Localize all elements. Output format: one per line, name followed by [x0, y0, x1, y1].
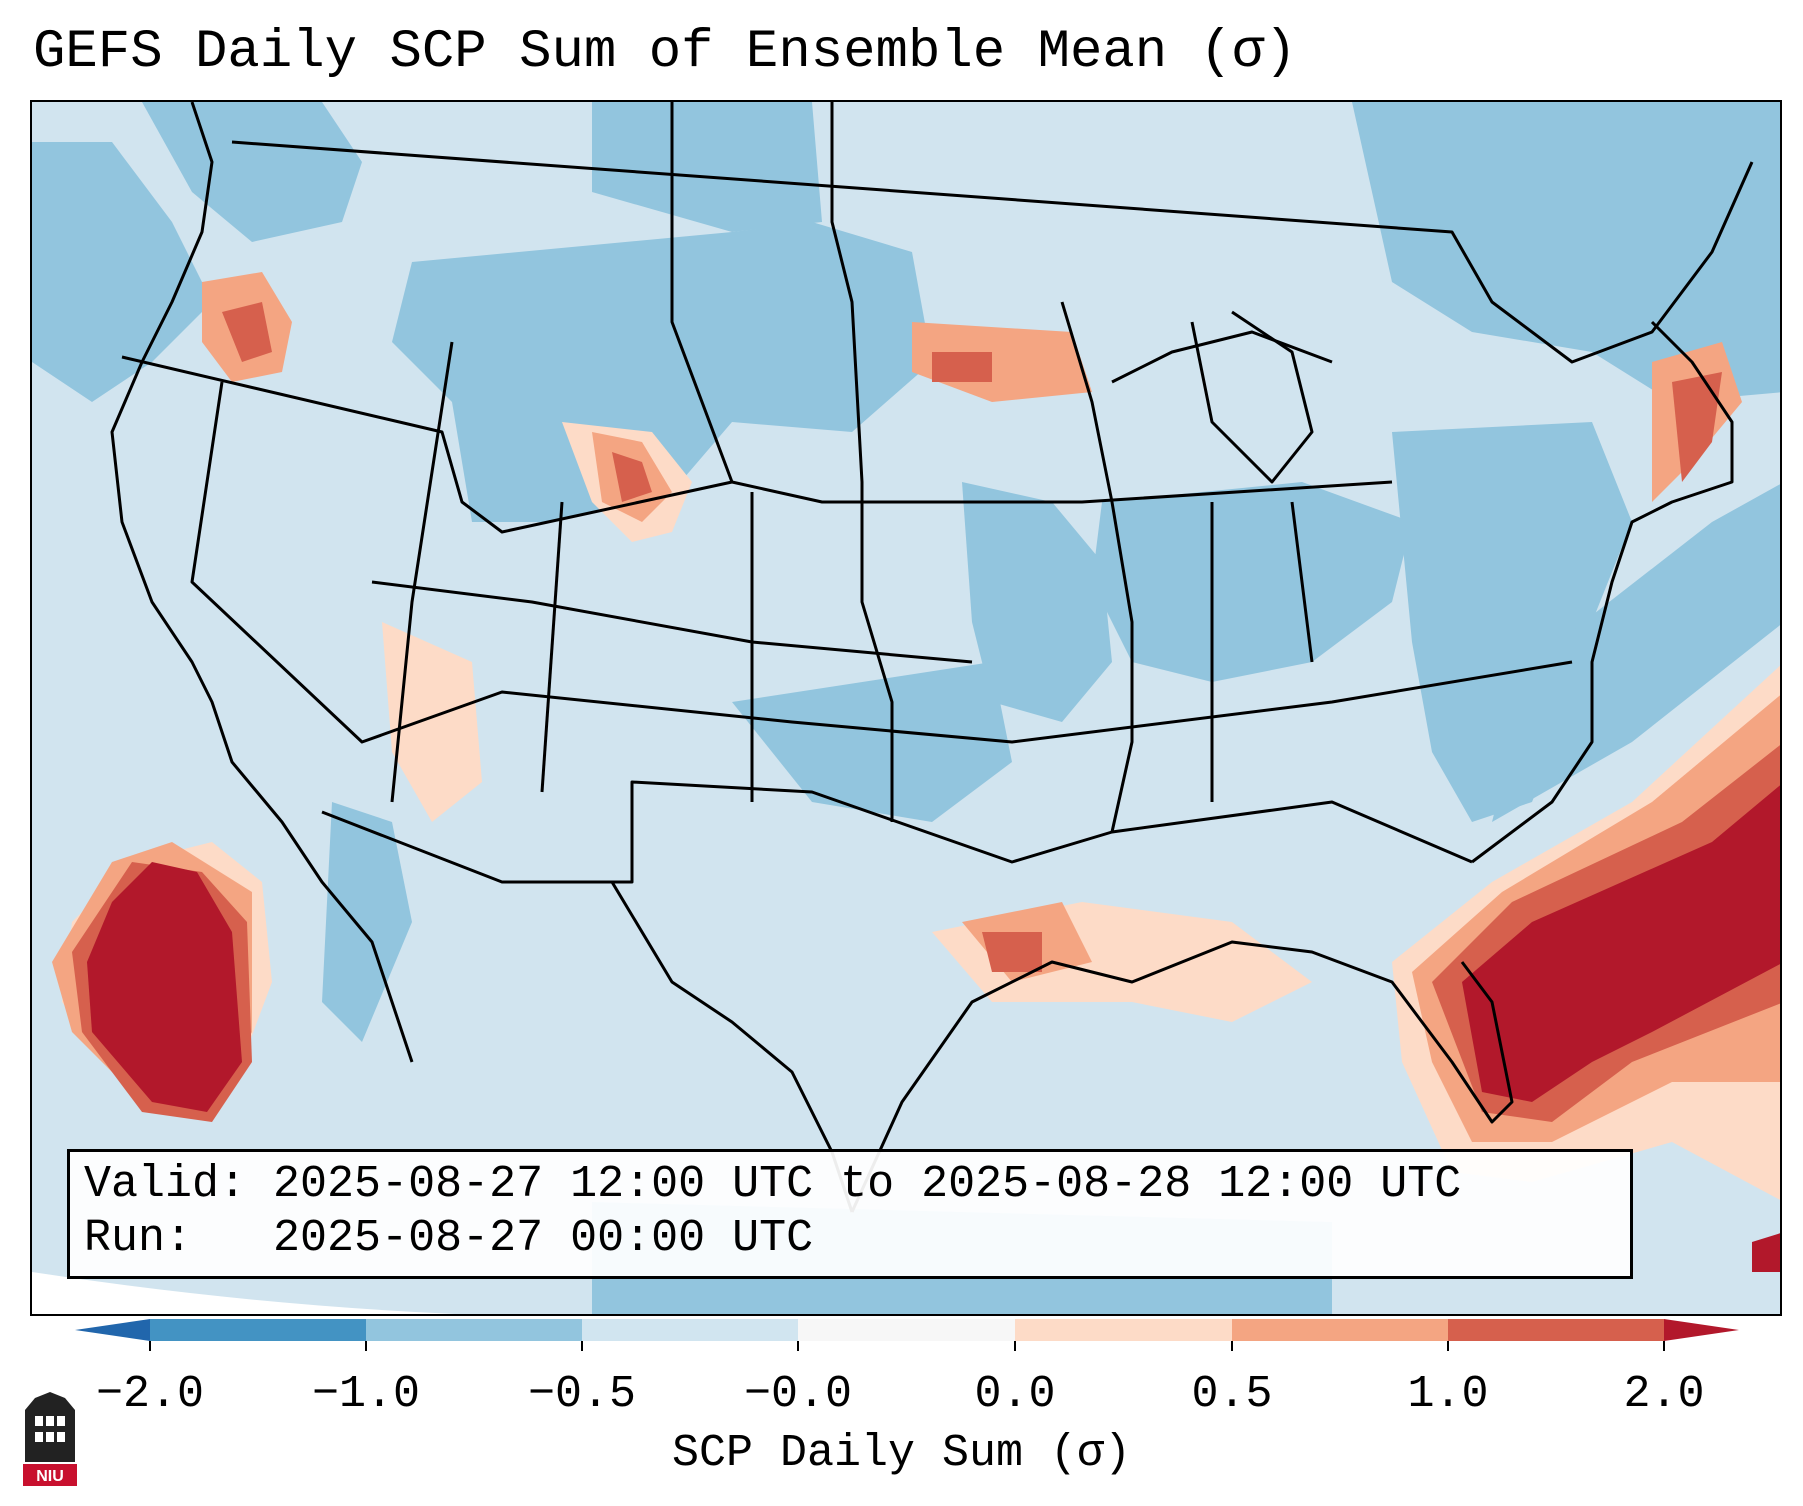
colorbar-label: SCP Daily Sum (σ)	[671, 1428, 1132, 1479]
colorbar-tick-label: −0.5	[528, 1369, 636, 1420]
state-line-11	[540, 501, 564, 793]
colorbar-bin	[1015, 1319, 1232, 1341]
state-line-4	[321, 780, 1473, 884]
ohio-valley-negative	[1092, 482, 1412, 682]
state-line-2	[190, 381, 1573, 744]
state-line-10	[390, 341, 454, 803]
page-title: GEFS Daily SCP Sum of Ensemble Mean (σ)	[33, 22, 1297, 83]
colorbar-under-arrow	[75, 1319, 150, 1341]
projection-edge	[32, 1272, 456, 1314]
colorbar-tick-label: −2.0	[96, 1369, 204, 1420]
state-line-6	[830, 102, 894, 822]
state-line-7	[1060, 301, 1134, 833]
run-value: 2025-08-27 00:00 UTC	[273, 1213, 814, 1264]
eastern-canada-negative	[1352, 102, 1780, 402]
colorbar-bin	[582, 1319, 798, 1341]
colorbar-over-arrow	[1664, 1319, 1739, 1341]
colorbar-center-bin	[798, 1319, 1015, 1341]
east-pacific-core	[87, 862, 242, 1112]
colorbar-tick-label: −0.0	[744, 1369, 852, 1420]
colorbar-tick-label: 2.0	[1623, 1369, 1704, 1420]
east-coast-negative	[1392, 422, 1632, 822]
state-line-9	[1290, 501, 1314, 663]
baja-negative	[322, 802, 412, 1042]
colorbar-tick-label: 0.0	[974, 1369, 1055, 1420]
canada-west-negative	[142, 102, 362, 242]
canada-border	[231, 140, 1754, 364]
state-line-1	[121, 355, 1393, 534]
canada-prairie-negative	[592, 102, 822, 232]
map-svg	[32, 102, 1780, 1314]
niu-logo: NIU	[23, 1392, 77, 1486]
iowa-missouri-negative	[962, 482, 1112, 722]
colorbar-tick-label: −1.0	[312, 1369, 420, 1420]
colorbar-bin	[1232, 1319, 1448, 1341]
new-england-red	[1672, 372, 1722, 482]
map-panel	[30, 100, 1782, 1316]
colorbar-bin	[150, 1319, 366, 1341]
colorbar-tick-label: 1.0	[1407, 1369, 1488, 1420]
minnesota-red	[932, 352, 992, 382]
gulf-red	[982, 932, 1042, 972]
logo-text: NIU	[36, 1468, 64, 1485]
northern-plains-negative	[392, 222, 932, 522]
pacific-nw-negative	[32, 142, 212, 402]
state-line-5	[670, 102, 734, 483]
valid-value: 2025-08-27 12:00 UTC to 2025-08-28 12:00…	[273, 1159, 1462, 1210]
logo-banner	[23, 1464, 77, 1486]
valid-label: Valid:	[84, 1159, 247, 1210]
atlantic-core	[1462, 785, 1780, 1102]
borders	[110, 102, 1754, 1213]
caribbean-core	[1752, 1233, 1780, 1272]
great-lakes	[1190, 310, 1314, 484]
positive-anomaly-regions	[52, 272, 1780, 1272]
atlantic-coast	[1471, 320, 1734, 864]
logo-tower-icon	[25, 1392, 75, 1462]
colorbar-bin	[366, 1319, 582, 1341]
oklahoma-negative	[732, 662, 1012, 822]
colorado-red	[612, 452, 652, 502]
west-coast	[110, 102, 414, 1063]
lake-superior	[1111, 330, 1333, 384]
validity-info-box: Valid: 2025-08-27 12:00 UTC to 2025-08-2…	[67, 1149, 1633, 1279]
run-label: Run:	[84, 1213, 193, 1264]
arizona-light	[382, 622, 482, 822]
atlantic-negative	[1492, 484, 1780, 822]
gulf-coast	[850, 940, 1514, 1213]
oregon-red	[222, 302, 272, 362]
state-line-3	[371, 580, 973, 664]
colorbar-bin	[1448, 1319, 1664, 1341]
colorbar-tick-label: 0.5	[1191, 1369, 1272, 1420]
